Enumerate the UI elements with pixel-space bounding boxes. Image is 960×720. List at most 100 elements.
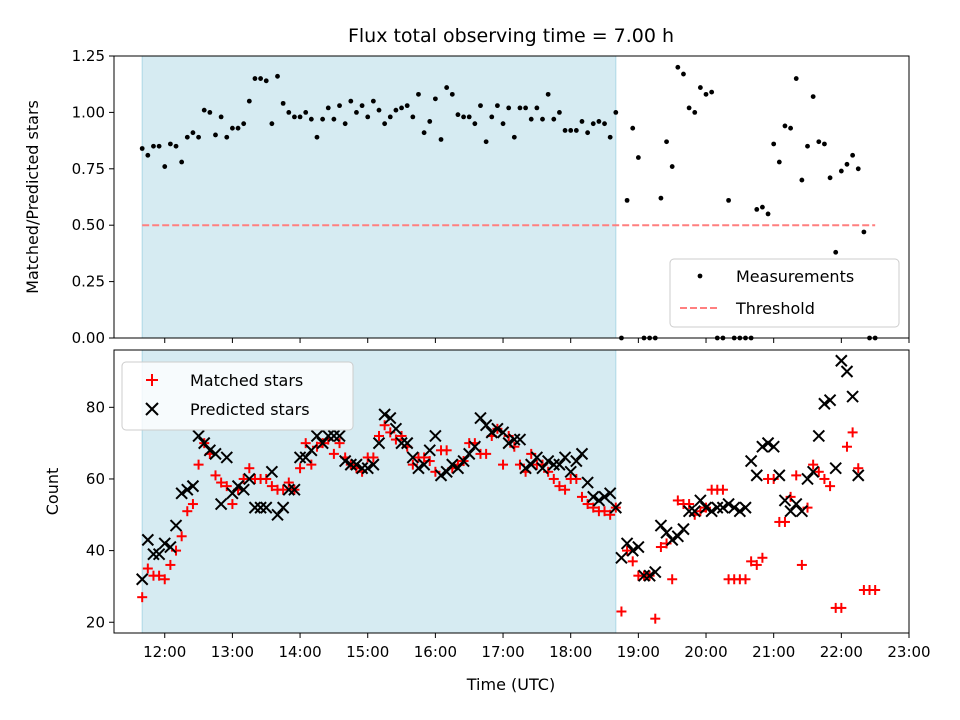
matched-star-point <box>751 559 762 570</box>
predicted-star-point-b <box>502 436 515 450</box>
top-y-tick-label: 0.75 <box>72 160 105 178</box>
predicted-star-point <box>158 537 171 550</box>
predicted-star-point <box>671 530 685 543</box>
predicted-star-point <box>592 494 606 507</box>
legend-predicted-marker <box>145 402 159 416</box>
predicted-star-point-b <box>835 354 848 367</box>
predicted-star-point-b <box>649 565 662 579</box>
predicted-star-point <box>716 501 730 514</box>
predicted-star-point-b <box>632 540 645 554</box>
matched-star-point <box>176 531 187 542</box>
measurement-point <box>686 105 692 111</box>
measurement-point <box>410 114 416 120</box>
matched-star-point <box>740 574 751 585</box>
predicted-star-point-b <box>322 429 335 443</box>
measurement-point <box>241 121 247 127</box>
measurement-point <box>822 141 827 147</box>
predicted-star-point <box>728 501 741 514</box>
matched-star-point <box>165 559 176 570</box>
predicted-star-point-b <box>665 533 679 547</box>
predicted-star-point-b <box>434 469 448 482</box>
predicted-star-point <box>327 429 341 443</box>
matched-star-point <box>182 506 193 517</box>
matched-star-point <box>836 602 847 613</box>
matched-star-point <box>295 463 306 474</box>
predicted-star-point-b <box>468 440 482 453</box>
predicted-star-point-b <box>169 519 183 532</box>
measurement-point <box>573 128 579 133</box>
predicted-star-point-b <box>592 494 606 507</box>
predicted-star-point-b <box>784 504 797 518</box>
measurement-point <box>269 121 275 127</box>
predicted-star-point <box>361 462 374 475</box>
matched-star-point <box>571 473 582 484</box>
predicted-star-point-b <box>305 444 318 457</box>
measurement-point <box>252 76 258 81</box>
predicted-star-point <box>175 487 188 500</box>
measurement-point <box>664 139 669 145</box>
predicted-star-point <box>733 504 747 518</box>
bottom-y-tick-label: 80 <box>86 398 105 416</box>
matched-star-point <box>622 545 633 556</box>
matched-star-point <box>244 463 255 474</box>
predicted-star-point-b <box>711 501 724 514</box>
matched-star-point <box>419 452 430 463</box>
measurement-point <box>517 105 523 111</box>
predicted-star-point-b <box>367 458 380 471</box>
predicted-star-point-b <box>248 501 262 514</box>
measurement-point <box>692 110 698 115</box>
predicted-star-point <box>164 540 177 554</box>
predicted-star-point-b <box>682 504 696 518</box>
predicted-star-point-b <box>152 547 166 561</box>
matched-star-point <box>650 613 661 624</box>
predicted-star-point <box>660 526 673 539</box>
predicted-star-point <box>457 454 470 468</box>
predicted-star-point-b <box>637 569 651 582</box>
predicted-star-point-b <box>299 451 312 464</box>
matched-star-point <box>379 420 390 431</box>
predicted-star-point <box>288 483 301 496</box>
measurement-point <box>139 146 145 151</box>
predicted-star-point-b <box>564 465 577 479</box>
predicted-star-point-b <box>790 497 803 511</box>
bottom-plot-frame <box>113 349 910 634</box>
predicted-star-point-b <box>485 426 498 439</box>
predicted-star-point-b <box>553 458 566 471</box>
predicted-star-point <box>525 458 538 471</box>
matched-star-point <box>328 448 339 459</box>
predicted-star-point <box>260 501 273 514</box>
matched-star-point <box>746 556 757 567</box>
measurement-point <box>213 132 218 138</box>
matched-star-point <box>374 430 384 441</box>
matched-star-point <box>627 556 638 567</box>
top-observing-window-shade <box>141 55 617 339</box>
bottom-legend: Matched stars Predicted stars <box>121 361 354 431</box>
predicted-star-point <box>812 429 825 443</box>
measurement-point <box>173 143 179 149</box>
measurement-point <box>461 114 466 120</box>
predicted-star-point-b <box>643 569 656 582</box>
predicted-star-point-b <box>750 469 763 482</box>
predicted-star-point <box>688 504 701 518</box>
measurement-point <box>624 197 630 203</box>
measurement-point <box>805 143 810 149</box>
predicted-star-point <box>479 419 493 432</box>
predicted-star-points <box>135 354 865 586</box>
predicted-star-point-b <box>677 522 690 536</box>
measurement-point <box>495 103 500 109</box>
predicted-star-point <box>603 487 617 500</box>
predicted-star-point <box>395 436 408 450</box>
predicted-star-point-b <box>463 447 476 461</box>
measurement-point <box>337 103 342 109</box>
measurement-point <box>816 139 822 145</box>
predicted-star-point-b <box>620 537 634 550</box>
predicted-star-point <box>806 465 820 479</box>
legend-measurements-label: Measurements <box>736 267 854 286</box>
measurement-point <box>703 91 709 97</box>
predicted-star-point-b <box>181 483 194 496</box>
predicted-star-point <box>699 501 713 514</box>
predicted-star-point <box>209 447 222 461</box>
legend-matched-marker <box>146 374 158 386</box>
x-axis-label: Time (UTC) <box>466 675 555 694</box>
predicted-star-point <box>400 436 414 450</box>
